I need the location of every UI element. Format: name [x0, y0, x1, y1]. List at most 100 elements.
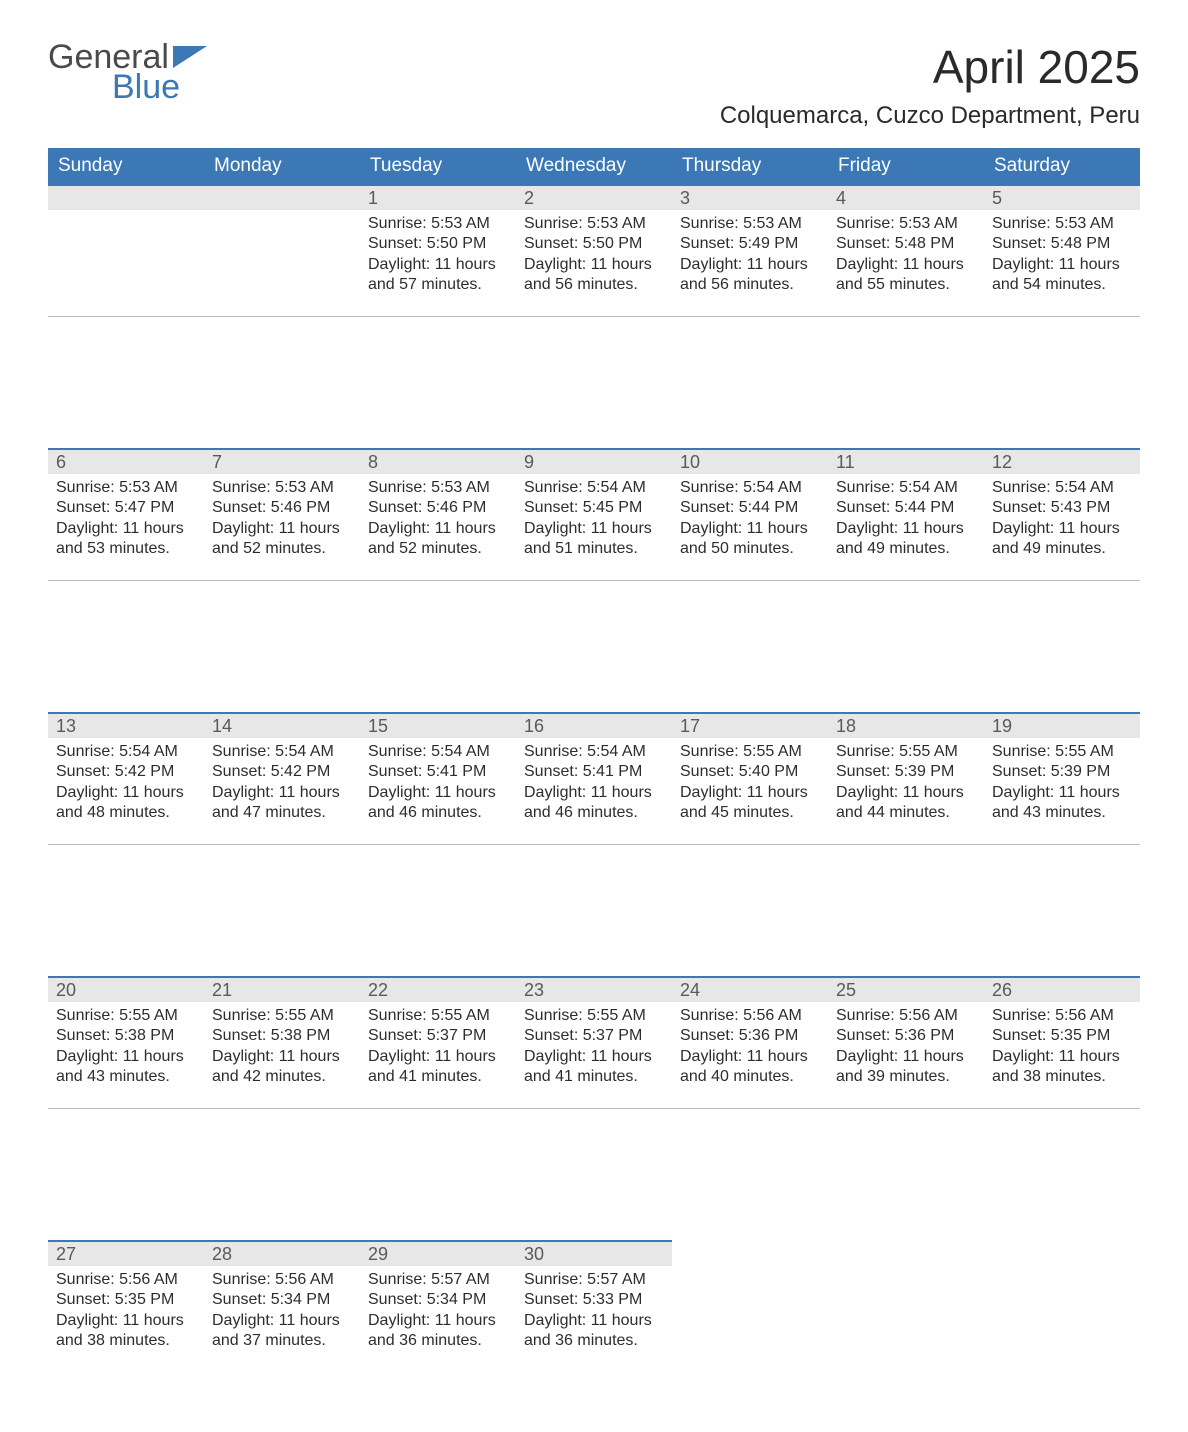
sunrise-line: Sunrise: 5:55 AM — [836, 742, 976, 762]
day-number: 15 — [360, 712, 516, 738]
sunrise-line: Sunrise: 5:56 AM — [56, 1270, 196, 1290]
sunset-line: Sunset: 5:46 PM — [212, 498, 352, 518]
sunrise-line: Sunrise: 5:54 AM — [680, 478, 820, 498]
row-separator — [48, 316, 1140, 448]
day-info: Sunrise: 5:53 AMSunset: 5:50 PMDaylight:… — [524, 214, 664, 296]
daylight-line: Daylight: 11 hours and 50 minutes. — [680, 519, 820, 560]
day-info: Sunrise: 5:54 AMSunset: 5:44 PMDaylight:… — [680, 478, 820, 560]
sunset-line: Sunset: 5:40 PM — [680, 762, 820, 782]
calendar-day: 14Sunrise: 5:54 AMSunset: 5:42 PMDayligh… — [204, 712, 360, 844]
calendar-day: 3Sunrise: 5:53 AMSunset: 5:49 PMDaylight… — [672, 184, 828, 316]
daylight-line: Daylight: 11 hours and 57 minutes. — [368, 255, 508, 296]
day-number: 11 — [828, 448, 984, 474]
sunrise-line: Sunrise: 5:56 AM — [680, 1006, 820, 1026]
calendar-day: 25Sunrise: 5:56 AMSunset: 5:36 PMDayligh… — [828, 976, 984, 1108]
weekday-header-cell: Monday — [204, 148, 360, 184]
sunset-line: Sunset: 5:48 PM — [992, 234, 1132, 254]
calendar-day: 28 Sunrise: 5:56 AMSunset: 5:34 PMDayligh… — [204, 1240, 360, 1372]
calendar-day: 20Sunrise: 5:55 AMSunset: 5:38 PMDayligh… — [48, 976, 204, 1108]
day-number-empty — [204, 184, 360, 210]
sunset-line: Sunset: 5:46 PM — [368, 498, 508, 518]
sunrise-line: Sunrise: 5:54 AM — [992, 478, 1132, 498]
header: General Blue April 2025 Colquemarca, Cuz… — [48, 40, 1140, 130]
calendar-day-empty — [204, 184, 360, 316]
sunset-line: Sunset: 5:39 PM — [992, 762, 1132, 782]
sunrise-line: Sunrise: 5:53 AM — [836, 214, 976, 234]
daylight-line: Daylight: 11 hours and 41 minutes. — [524, 1047, 664, 1088]
daylight-line: Daylight: 11 hours and 39 minutes. — [836, 1047, 976, 1088]
sunset-line: Sunset: 5:43 PM — [992, 498, 1132, 518]
daylight-line: Daylight: 11 hours and 49 minutes. — [992, 519, 1132, 560]
day-info: Sunrise: 5:57 AMSunset: 5:33 PMDaylight:… — [524, 1270, 664, 1352]
calendar-day: 30Sunrise: 5:57 AMSunset: 5:33 PMDayligh… — [516, 1240, 672, 1372]
sunset-line: Sunset: 5:49 PM — [680, 234, 820, 254]
sunrise-line: Sunrise: 5:54 AM — [524, 742, 664, 762]
logo-flag-icon — [173, 46, 207, 68]
sunrise-line: Sunrise: 5:54 AM — [212, 742, 352, 762]
sunset-line: Sunset: 5:44 PM — [680, 498, 820, 518]
day-info: Sunrise: 5:55 AMSunset: 5:37 PMDaylight:… — [524, 1006, 664, 1088]
daylight-line: Daylight: 11 hours and 46 minutes. — [524, 783, 664, 824]
sunrise-line: Sunrise: 5:53 AM — [524, 214, 664, 234]
day-number-empty — [48, 184, 204, 210]
calendar-day: 18 Sunrise: 5:55 AMSunset: 5:39 PMDayligh… — [828, 712, 984, 844]
daylight-line: Daylight: 11 hours and 56 minutes. — [524, 255, 664, 296]
sunrise-line: Sunrise: 5:56 AM — [212, 1270, 352, 1290]
day-number: 28 — [204, 1240, 360, 1266]
title-block: April 2025 Colquemarca, Cuzco Department… — [720, 40, 1140, 130]
calendar-day: 23Sunrise: 5:55 AMSunset: 5:37 PMDayligh… — [516, 976, 672, 1108]
daylight-line: Daylight: 11 hours and 53 minutes. — [56, 519, 196, 560]
day-number: 16 — [516, 712, 672, 738]
calendar-week: 6Sunrise: 5:53 AMSunset: 5:47 PMDaylight… — [48, 448, 1140, 580]
calendar-day: 7Sunrise: 5:53 AMSunset: 5:46 PMDaylight… — [204, 448, 360, 580]
daylight-line: Daylight: 11 hours and 49 minutes. — [836, 519, 976, 560]
calendar-day: 29Sunrise: 5:57 AMSunset: 5:34 PMDayligh… — [360, 1240, 516, 1372]
sunset-line: Sunset: 5:34 PM — [368, 1290, 508, 1310]
day-info: Sunrise: 5:54 AMSunset: 5:45 PMDaylight:… — [524, 478, 664, 560]
daylight-line: Daylight: 11 hours and 44 minutes. — [836, 783, 976, 824]
sunrise-line: Sunrise: 5:55 AM — [524, 1006, 664, 1026]
day-number: 18 — [828, 712, 984, 738]
daylight-line: Daylight: 11 hours and 55 minutes. — [836, 255, 976, 296]
day-number: 17 — [672, 712, 828, 738]
calendar-day-empty — [672, 1240, 828, 1372]
weekday-header-cell: Tuesday — [360, 148, 516, 184]
sunrise-line: Sunrise: 5:53 AM — [992, 214, 1132, 234]
daylight-line: Daylight: 11 hours and 48 minutes. — [56, 783, 196, 824]
weekday-header: SundayMondayTuesdayWednesdayThursdayFrid… — [48, 148, 1140, 184]
location: Colquemarca, Cuzco Department, Peru — [720, 102, 1140, 130]
daylight-line: Daylight: 11 hours and 41 minutes. — [368, 1047, 508, 1088]
sunrise-line: Sunrise: 5:55 AM — [992, 742, 1132, 762]
day-info: Sunrise: 5:54 AMSunset: 5:43 PMDaylight:… — [992, 478, 1132, 560]
daylight-line: Daylight: 11 hours and 46 minutes. — [368, 783, 508, 824]
day-info: Sunrise: 5:53 AMSunset: 5:49 PMDaylight:… — [680, 214, 820, 296]
sunrise-line: Sunrise: 5:54 AM — [524, 478, 664, 498]
sunset-line: Sunset: 5:50 PM — [368, 234, 508, 254]
day-number: 27 — [48, 1240, 204, 1266]
day-info: Sunrise: 5:54 AMSunset: 5:41 PMDaylight:… — [524, 742, 664, 824]
sunset-line: Sunset: 5:37 PM — [524, 1026, 664, 1046]
day-info: Sunrise: 5:53 AMSunset: 5:47 PMDaylight:… — [56, 478, 196, 560]
sunrise-line: Sunrise: 5:53 AM — [212, 478, 352, 498]
row-separator — [48, 1108, 1140, 1240]
calendar-day: 8Sunrise: 5:53 AMSunset: 5:46 PMDaylight… — [360, 448, 516, 580]
day-info: Sunrise: 5:53 AMSunset: 5:48 PMDaylight:… — [836, 214, 976, 296]
day-info: Sunrise: 5:55 AMSunset: 5:39 PMDaylight:… — [992, 742, 1132, 824]
weekday-header-cell: Wednesday — [516, 148, 672, 184]
day-info: Sunrise: 5:54 AMSunset: 5:42 PMDaylight:… — [56, 742, 196, 824]
daylight-line: Daylight: 11 hours and 51 minutes. — [524, 519, 664, 560]
calendar-day: 16 Sunrise: 5:54 AMSunset: 5:41 PMDayligh… — [516, 712, 672, 844]
weekday-header-cell: Thursday — [672, 148, 828, 184]
daylight-line: Daylight: 11 hours and 52 minutes. — [368, 519, 508, 560]
daylight-line: Daylight: 11 hours and 52 minutes. — [212, 519, 352, 560]
day-number: 22 — [360, 976, 516, 1002]
day-info: Sunrise: 5:55 AMSunset: 5:39 PMDaylight:… — [836, 742, 976, 824]
sunset-line: Sunset: 5:34 PM — [212, 1290, 352, 1310]
daylight-line: Daylight: 11 hours and 47 minutes. — [212, 783, 352, 824]
day-number: 25 — [828, 976, 984, 1002]
daylight-line: Daylight: 11 hours and 37 minutes. — [212, 1311, 352, 1352]
sunrise-line: Sunrise: 5:53 AM — [680, 214, 820, 234]
sunset-line: Sunset: 5:35 PM — [56, 1290, 196, 1310]
sunrise-line: Sunrise: 5:55 AM — [680, 742, 820, 762]
day-info: Sunrise: 5:55 AMSunset: 5:38 PMDaylight:… — [56, 1006, 196, 1088]
